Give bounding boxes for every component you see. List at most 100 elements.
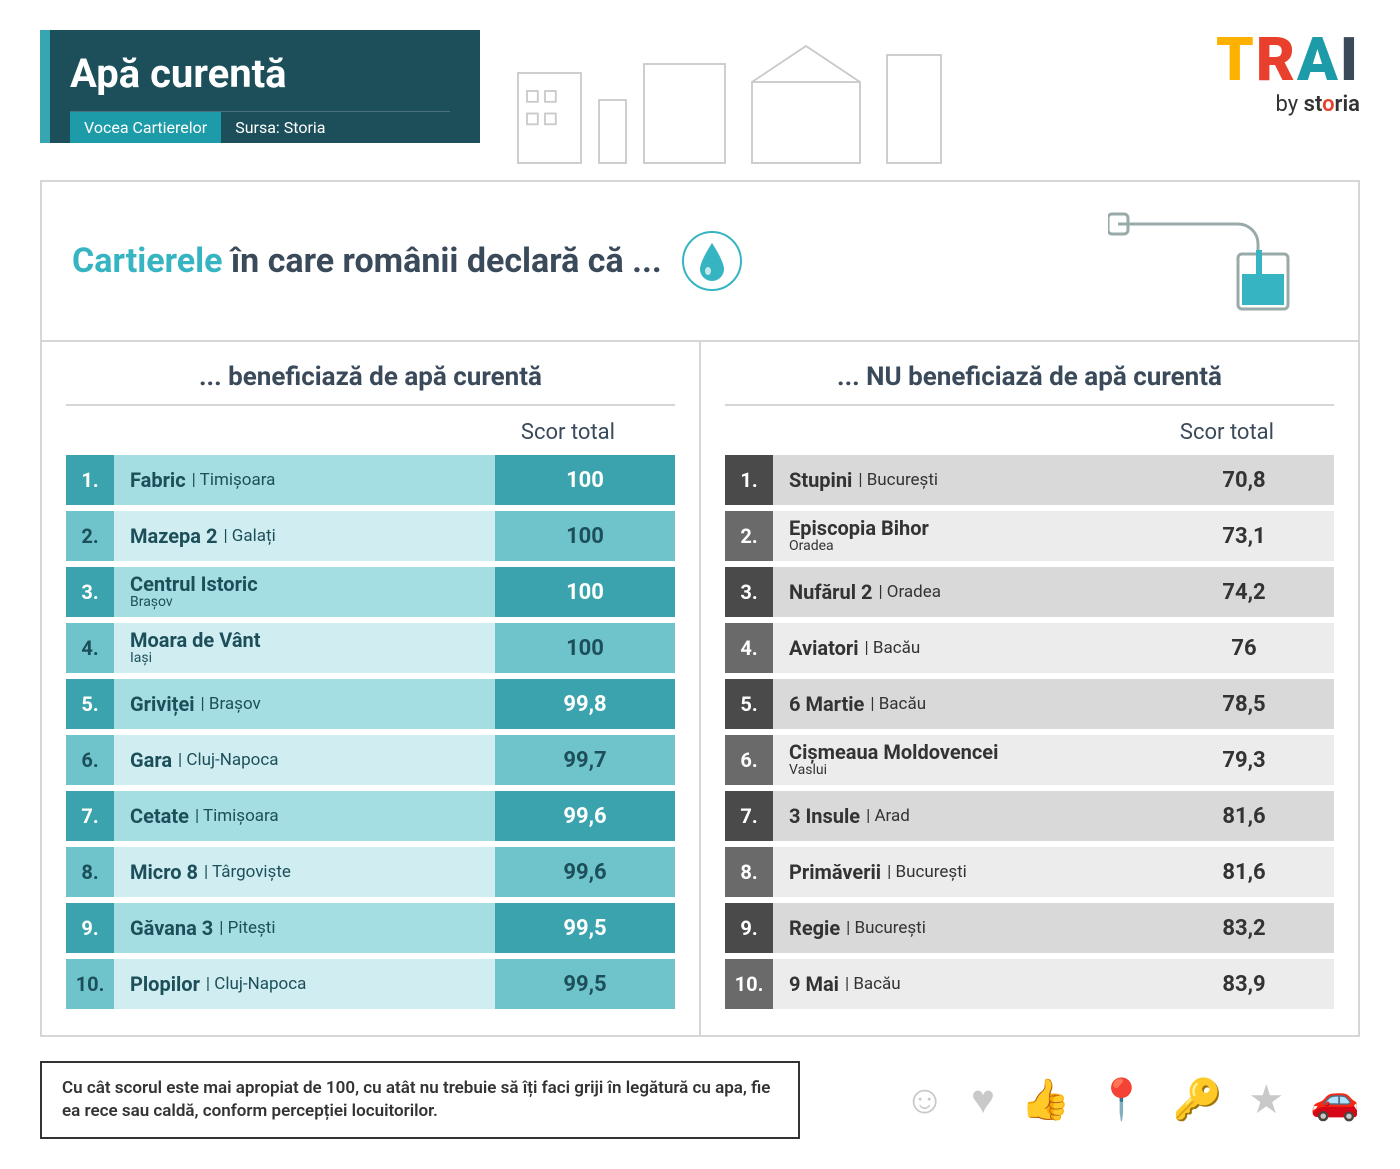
table-row: 8.Micro 8 | Târgoviște99,6 — [66, 847, 675, 897]
score-cell: 78,5 — [1154, 679, 1334, 729]
rank-cell: 3. — [66, 567, 114, 617]
table-row: 7.3 Insule | Arad81,6 — [725, 791, 1334, 841]
subtitle-box: Cartierele în care românii declară că ..… — [40, 180, 1360, 342]
label-cell: 9 Mai | Bacău — [773, 959, 1154, 1009]
table-row: 10.Plopilor | Cluj-Napoca99,5 — [66, 959, 675, 1009]
score-cell: 81,6 — [1154, 791, 1334, 841]
label-cell: Aviatori | Bacău — [773, 623, 1154, 673]
label-cell: Moara de VântIași — [114, 623, 495, 673]
rank-cell: 2. — [725, 511, 773, 561]
table-row: 2.Episcopia BihorOradea73,1 — [725, 511, 1334, 561]
footnote: Cu cât scorul este mai apropiat de 100, … — [40, 1061, 800, 1139]
table-row: 10.9 Mai | Bacău83,9 — [725, 959, 1334, 1009]
pin-icon: 📍 — [1097, 1076, 1147, 1123]
label-cell: Mazepa 2 | Galați — [114, 511, 495, 561]
score-cell: 99,6 — [495, 791, 675, 841]
star-icon: ★ — [1248, 1076, 1284, 1123]
subtitle-voice: Vocea Cartierelor — [70, 112, 221, 143]
rank-cell: 7. — [725, 791, 773, 841]
rank-cell: 5. — [725, 679, 773, 729]
label-cell: Micro 8 | Târgoviște — [114, 847, 495, 897]
column-b-rows: 1.Stupini | București70,8 2.Episcopia Bih… — [725, 455, 1334, 1009]
label-cell: Primăverii | București — [773, 847, 1154, 897]
label-cell: 6 Martie | Bacău — [773, 679, 1154, 729]
rank-cell: 1. — [725, 455, 773, 505]
label-cell: 3 Insule | Arad — [773, 791, 1154, 841]
logo-byline: by storia — [1060, 92, 1360, 117]
table-row: 1.Stupini | București70,8 — [725, 455, 1334, 505]
table-row: 1.Fabric | Timișoara100 — [66, 455, 675, 505]
table-row: 6.Gara | Cluj-Napoca99,7 — [66, 735, 675, 785]
rank-cell: 5. — [66, 679, 114, 729]
rank-cell: 4. — [66, 623, 114, 673]
table-row: 7.Cetate | Timișoara99,6 — [66, 791, 675, 841]
score-cell: 99,5 — [495, 903, 675, 953]
rank-cell: 6. — [725, 735, 773, 785]
rank-cell: 9. — [66, 903, 114, 953]
column-a-score-label: Scor total — [66, 420, 675, 445]
label-cell: Episcopia BihorOradea — [773, 511, 1154, 561]
logo: TRAI by storia — [1060, 30, 1360, 117]
score-cell: 74,2 — [1154, 567, 1334, 617]
label-cell: Cetate | Timișoara — [114, 791, 495, 841]
page-title: Apă curentă — [70, 50, 450, 111]
title-subline: Vocea Cartierelor Sursa: Storia — [70, 111, 450, 143]
table-row: 3.Nufărul 2 | Oradea74,2 — [725, 567, 1334, 617]
score-cell: 100 — [495, 511, 675, 561]
rank-cell: 4. — [725, 623, 773, 673]
title-block: Apă curentă Vocea Cartierelor Sursa: Sto… — [40, 30, 480, 143]
rank-cell: 6. — [66, 735, 114, 785]
rank-cell: 7. — [66, 791, 114, 841]
smile-icon: ☺ — [904, 1076, 945, 1123]
rank-cell: 9. — [725, 903, 773, 953]
rank-cell: 10. — [66, 959, 114, 1009]
thumbs-up-icon: 👍 — [1021, 1076, 1071, 1123]
score-cell: 70,8 — [1154, 455, 1334, 505]
column-b-score-label: Scor total — [725, 420, 1334, 445]
table-row: 9.Găvana 3 | Pitești99,5 — [66, 903, 675, 953]
score-cell: 81,6 — [1154, 847, 1334, 897]
column-no-water: ... NU beneficiază de apă curentă Scor t… — [701, 342, 1358, 1035]
table-row: 9.Regie | București83,2 — [725, 903, 1334, 953]
table-row: 3.Centrul IstoricBrașov100 — [66, 567, 675, 617]
label-cell: Găvana 3 | Pitești — [114, 903, 495, 953]
label-cell: Centrul IstoricBrașov — [114, 567, 495, 617]
label-cell: Stupini | București — [773, 455, 1154, 505]
rank-cell: 8. — [66, 847, 114, 897]
water-drop-icon — [682, 231, 742, 291]
score-cell: 99,7 — [495, 735, 675, 785]
table-row: 5.6 Martie | Bacău78,5 — [725, 679, 1334, 729]
subtitle-source: Sursa: Storia — [221, 112, 339, 143]
score-cell: 100 — [495, 455, 675, 505]
table-row: 8.Primăverii | București81,6 — [725, 847, 1334, 897]
table-row: 2.Mazepa 2 | Galați100 — [66, 511, 675, 561]
label-cell: Fabric | Timișoara — [114, 455, 495, 505]
column-b-title: ... NU beneficiază de apă curentă — [725, 362, 1334, 406]
footer: Cu cât scorul este mai apropiat de 100, … — [40, 1061, 1360, 1139]
score-cell: 99,8 — [495, 679, 675, 729]
column-has-water: ... beneficiază de apă curentă Scor tota… — [42, 342, 701, 1035]
column-a-rows: 1.Fabric | Timișoara1002.Mazepa 2 | Gala… — [66, 455, 675, 1009]
header: Apă curentă Vocea Cartierelor Sursa: Sto… — [40, 30, 1360, 170]
score-cell: 100 — [495, 567, 675, 617]
table-row: 4.Moara de VântIași100 — [66, 623, 675, 673]
column-a-title: ... beneficiază de apă curentă — [66, 362, 675, 406]
rank-cell: 2. — [66, 511, 114, 561]
subtitle-text: Cartierele în care românii declară că ..… — [72, 241, 662, 281]
table-row: 5.Griviței | Brașov99,8 — [66, 679, 675, 729]
score-cell: 99,5 — [495, 959, 675, 1009]
rank-cell: 1. — [66, 455, 114, 505]
score-cell: 73,1 — [1154, 511, 1334, 561]
label-cell: Nufărul 2 | Oradea — [773, 567, 1154, 617]
score-cell: 100 — [495, 623, 675, 673]
heart-icon: ♥ — [971, 1076, 995, 1123]
label-cell: Regie | București — [773, 903, 1154, 953]
car-icon: 🚗 — [1310, 1076, 1360, 1123]
label-cell: Plopilor | Cluj-Napoca — [114, 959, 495, 1009]
table-row: 6.Cișmeaua MoldovenceiVaslui79,3 — [725, 735, 1334, 785]
table-row: 4.Aviatori | Bacău76 — [725, 623, 1334, 673]
score-cell: 99,6 — [495, 847, 675, 897]
tables: ... beneficiază de apă curentă Scor tota… — [40, 342, 1360, 1037]
label-cell: Cișmeaua MoldovenceiVaslui — [773, 735, 1154, 785]
tap-glass-icon — [1108, 204, 1328, 318]
